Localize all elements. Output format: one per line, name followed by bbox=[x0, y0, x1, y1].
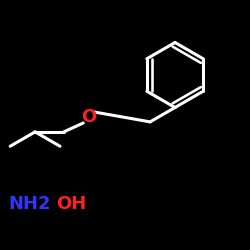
Text: O: O bbox=[81, 108, 96, 126]
Text: NH2: NH2 bbox=[9, 195, 51, 213]
Text: OH: OH bbox=[56, 195, 86, 213]
